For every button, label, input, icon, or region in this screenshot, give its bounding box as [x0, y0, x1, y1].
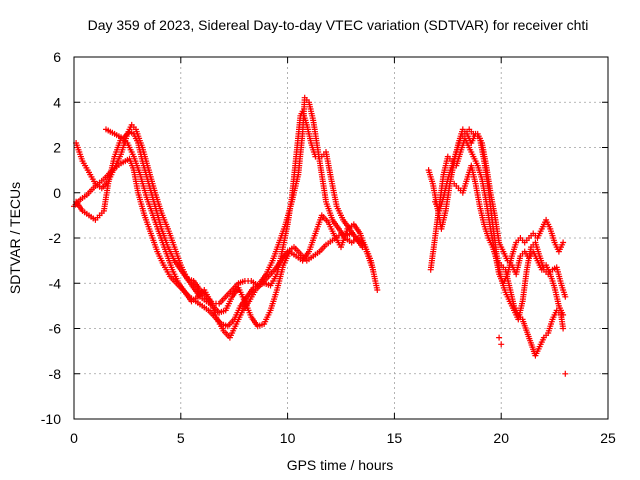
y-tick-label: -6	[49, 321, 62, 337]
y-tick-label: -2	[49, 230, 62, 246]
plot-frame	[73, 56, 609, 420]
y-tick-label: -8	[49, 366, 62, 382]
series-markers	[103, 108, 366, 307]
x-tick-label: 15	[387, 430, 403, 446]
x-tick-label: 25	[600, 430, 616, 446]
y-tick-label: 0	[53, 185, 61, 201]
series-track-f	[427, 135, 567, 287]
series-markers	[427, 135, 567, 287]
y-tick-labels: -10 -8 -6 -4 -2 0 2 4 6	[41, 49, 61, 427]
series-markers	[496, 334, 569, 377]
y-tick-label: 2	[53, 140, 61, 156]
x-tick-label: 10	[280, 430, 296, 446]
data-marks	[71, 94, 569, 377]
series-outliers	[496, 334, 569, 377]
y-axis-label: SDTVAR / TECUs	[7, 182, 23, 294]
y-tick-label: 4	[53, 94, 61, 110]
chart-title: Day 359 of 2023, Sidereal Day-to-day VTE…	[88, 17, 589, 33]
series-track-d	[103, 108, 366, 307]
y-tick-label: 6	[53, 49, 61, 65]
x-axis-label: GPS time / hours	[287, 457, 394, 473]
y-tick-label: -4	[49, 275, 62, 291]
x-tick-labels: 0 5 10 15 20 25	[70, 430, 616, 446]
series-track-h	[451, 162, 567, 359]
y-tick-label: -10	[41, 411, 61, 427]
x-tick-label: 5	[177, 430, 185, 446]
series-markers	[432, 126, 567, 318]
x-tick-label: 0	[70, 430, 78, 446]
x-tick-label: 20	[493, 430, 509, 446]
series-markers	[451, 162, 567, 359]
series-track-g	[432, 126, 567, 318]
